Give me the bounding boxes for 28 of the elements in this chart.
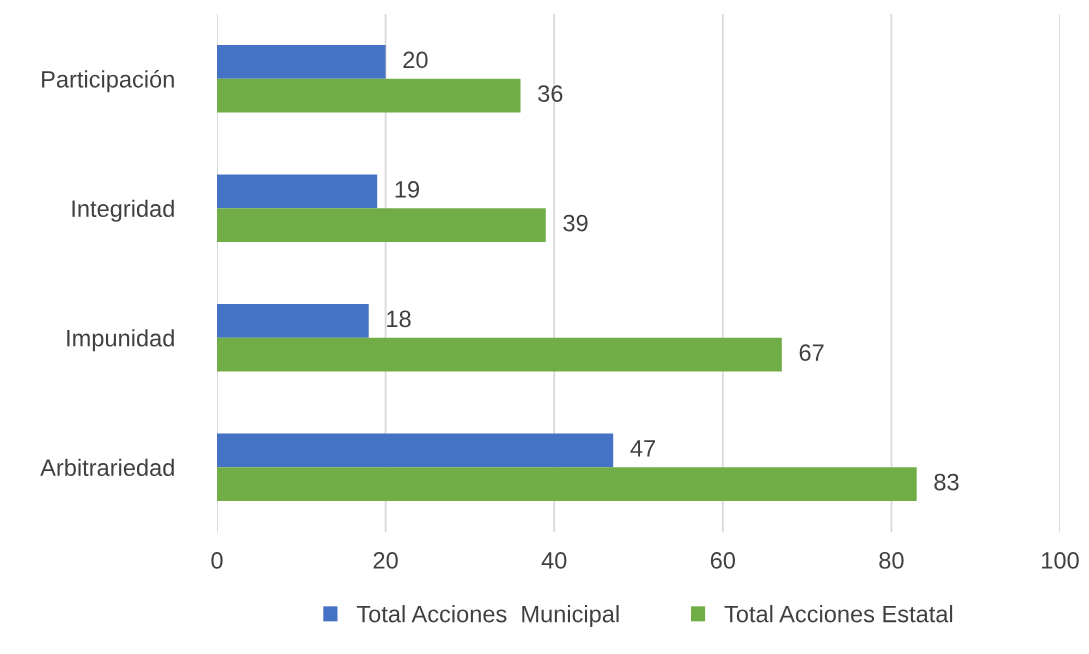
x-tick-label: 40 bbox=[541, 552, 567, 569]
bar bbox=[217, 467, 917, 501]
data-label: 39 bbox=[563, 214, 588, 232]
data-label: 47 bbox=[630, 440, 655, 457]
y-tick-label: Arbitrariedad bbox=[40, 458, 174, 477]
y-tick-label: Participación bbox=[42, 70, 174, 93]
data-label: 18 bbox=[387, 310, 411, 328]
data-label: 20 bbox=[403, 51, 428, 69]
bar bbox=[217, 433, 614, 468]
legend-label: Total Acciones Municipal bbox=[356, 605, 619, 628]
data-label: 36 bbox=[538, 85, 563, 102]
x-tick-label: 0 bbox=[211, 552, 223, 569]
x-tick-label: 60 bbox=[710, 552, 736, 569]
legend-label: Total Acciones Estatal bbox=[724, 605, 953, 623]
bar bbox=[217, 208, 546, 242]
x-tick-label: 80 bbox=[879, 552, 904, 569]
bar bbox=[217, 45, 386, 79]
x-tick-label: 20 bbox=[373, 552, 398, 569]
bar bbox=[217, 174, 378, 209]
data-label: 67 bbox=[799, 344, 824, 361]
data-label: 83 bbox=[934, 473, 959, 491]
bar bbox=[217, 337, 782, 372]
y-tick-label: Integridad bbox=[72, 199, 174, 222]
x-tick-label: 100 bbox=[1042, 552, 1079, 569]
bar bbox=[217, 304, 369, 338]
y-tick-label: Impunidad bbox=[67, 329, 174, 352]
data-label: 19 bbox=[395, 181, 419, 198]
bar bbox=[217, 78, 521, 113]
